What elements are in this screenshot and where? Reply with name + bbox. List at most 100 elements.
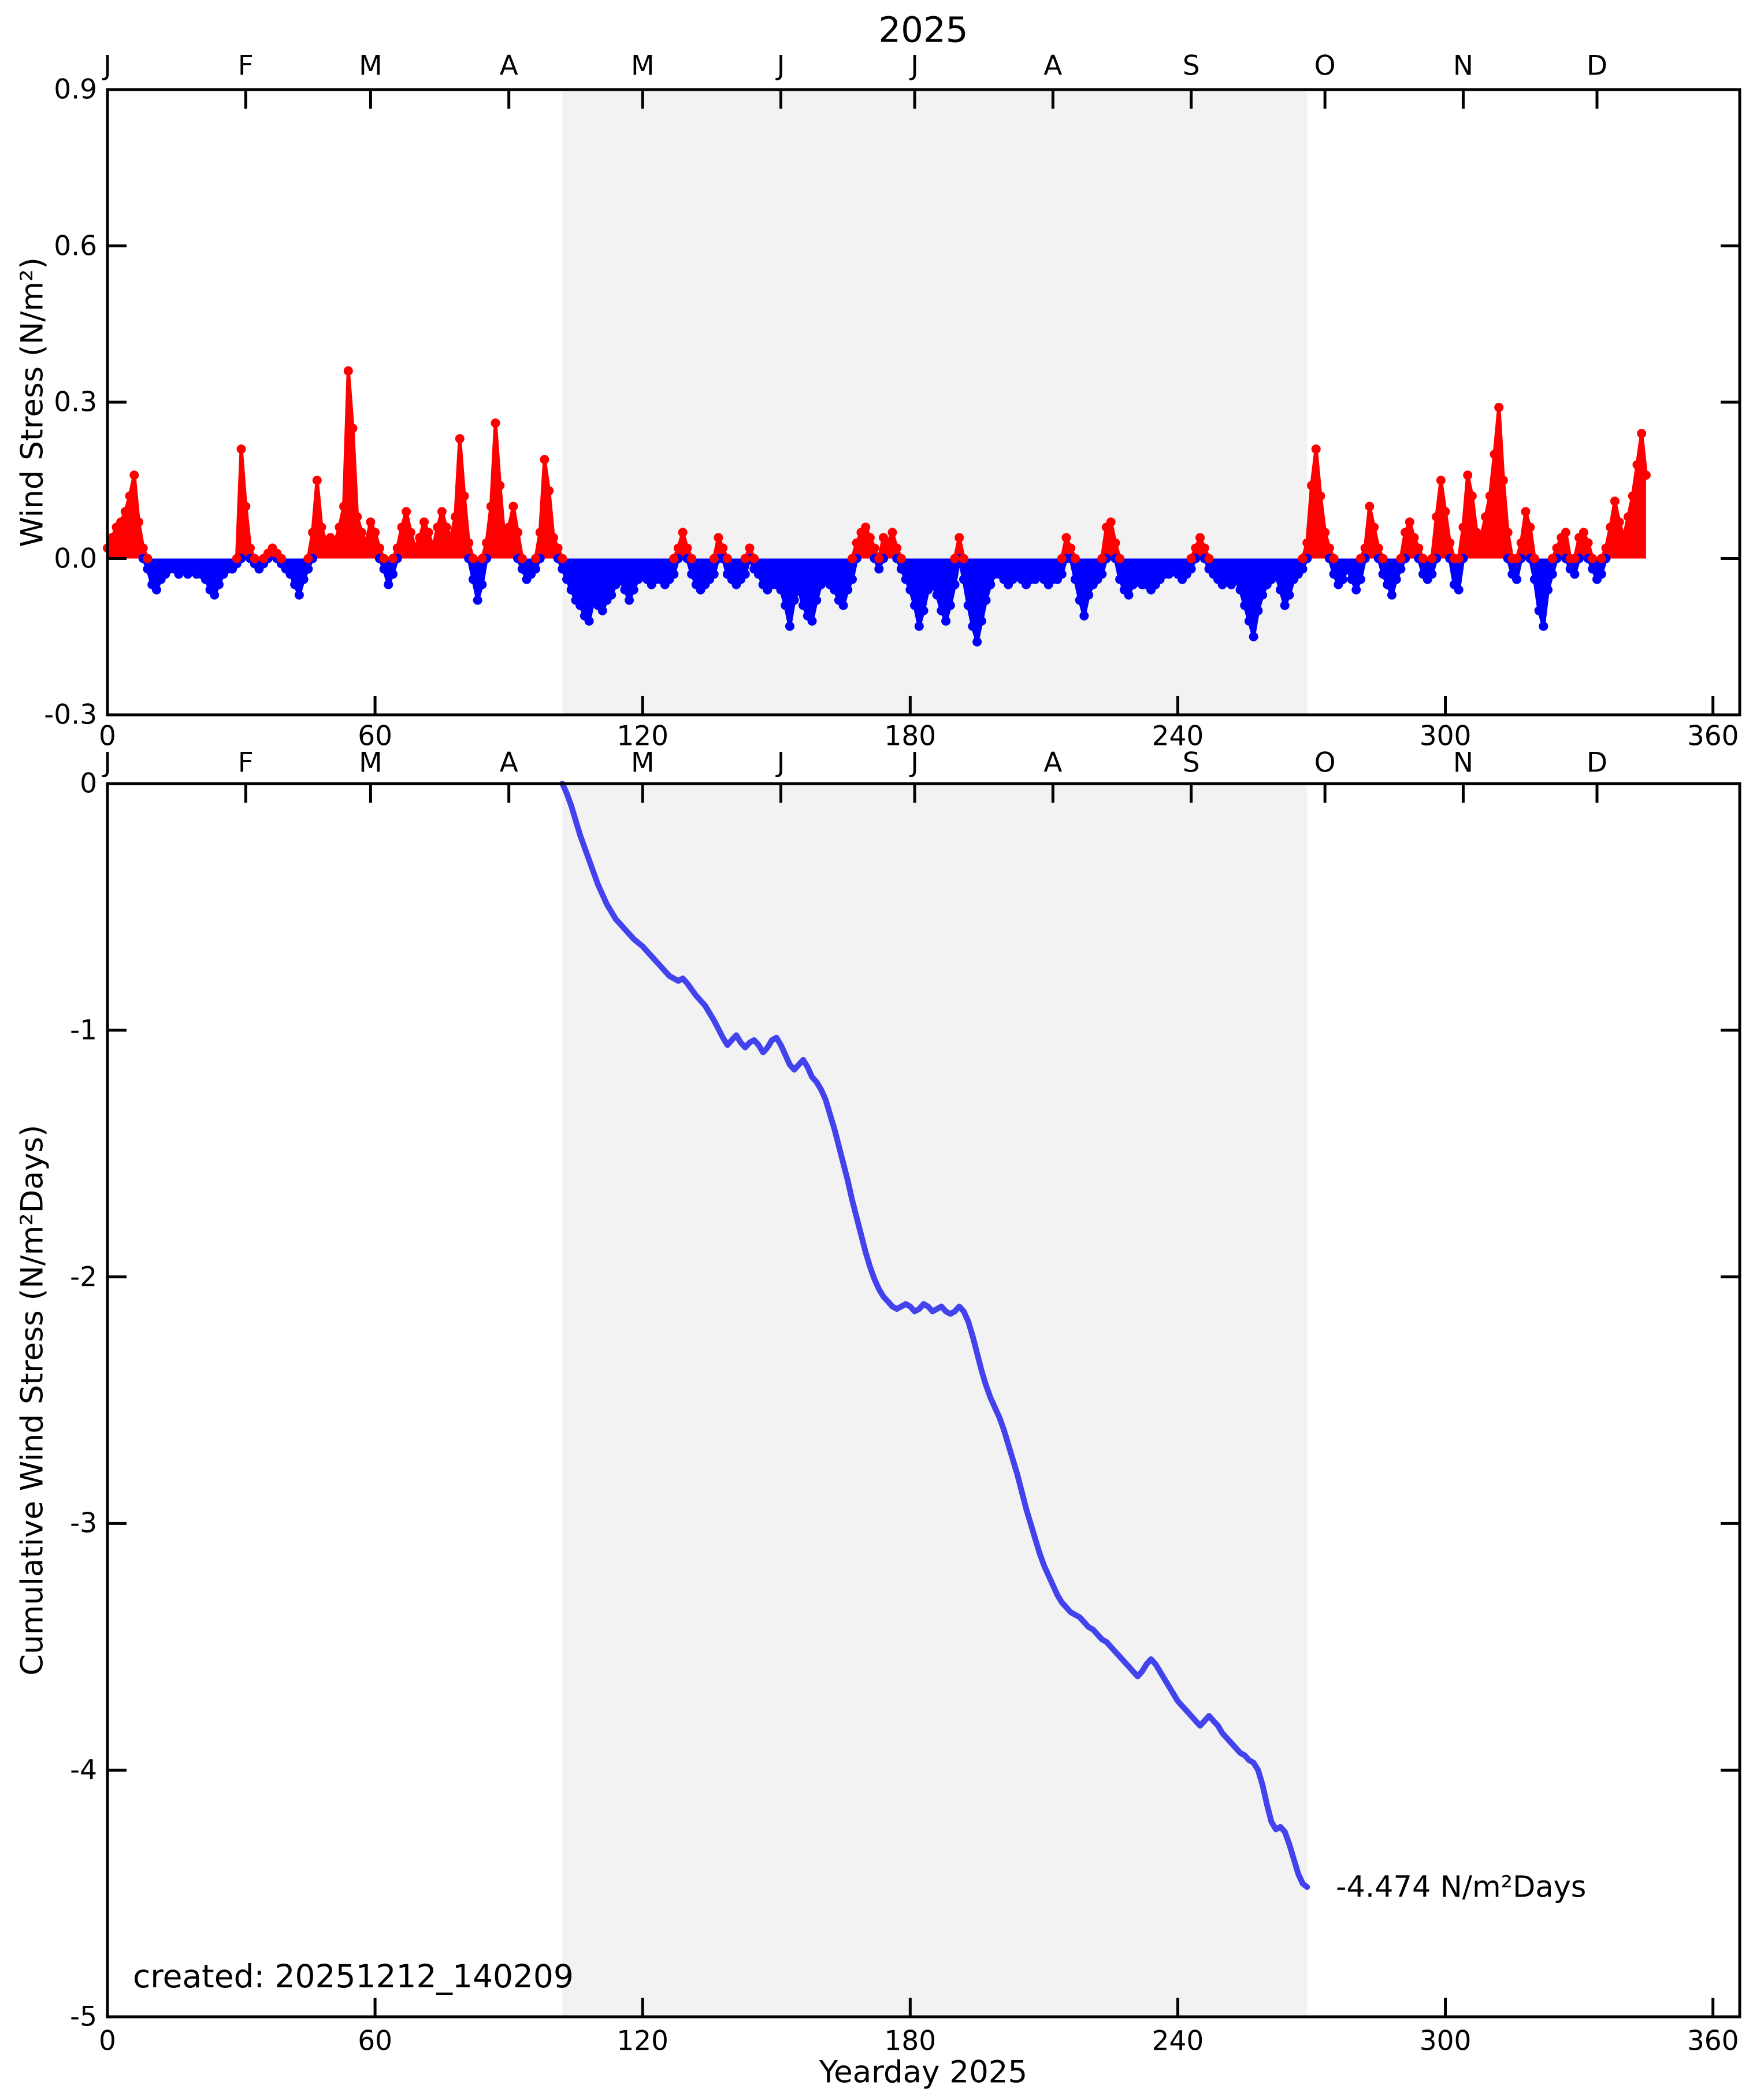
wind-positive-marker bbox=[669, 554, 679, 563]
xtick-label-bottom-panel: 120 bbox=[616, 2025, 669, 2057]
wind-positive-marker bbox=[1445, 538, 1455, 548]
wind-positive-marker bbox=[441, 522, 451, 532]
wind-negative-marker bbox=[299, 574, 309, 584]
wind-positive-marker bbox=[477, 554, 487, 563]
wind-negative-marker bbox=[1529, 574, 1539, 584]
wind-negative-marker bbox=[575, 600, 585, 610]
wind-positive-marker bbox=[1378, 554, 1388, 563]
wind-positive-marker bbox=[406, 528, 415, 537]
wind-positive-marker bbox=[397, 522, 407, 532]
wind-positive-marker bbox=[482, 538, 492, 548]
ytick-label-wind-stress: 0.9 bbox=[54, 73, 97, 106]
wind-positive-marker bbox=[1485, 491, 1495, 501]
wind-negative-marker bbox=[1534, 606, 1544, 615]
wind-positive-marker bbox=[553, 543, 563, 553]
wind-negative-marker bbox=[625, 595, 634, 605]
wind-positive-marker bbox=[1302, 538, 1312, 548]
ytick-label-wind-stress: 0.3 bbox=[54, 386, 97, 418]
wind-negative-marker bbox=[151, 585, 161, 595]
xtick-label-bottom-panel: 360 bbox=[1687, 2025, 1739, 2057]
wind-positive-marker bbox=[116, 517, 126, 527]
wind-positive-marker bbox=[1596, 554, 1606, 563]
month-label-bottom-panel: J bbox=[103, 747, 112, 779]
wind-positive-marker bbox=[513, 528, 523, 537]
wind-negative-marker bbox=[1115, 574, 1125, 584]
ytick-label-wind-stress: -0.3 bbox=[44, 699, 97, 731]
wind-positive-marker bbox=[874, 554, 884, 563]
shaded-season-band bbox=[562, 90, 1308, 715]
wind-positive-marker bbox=[1516, 538, 1526, 548]
wind-positive-marker bbox=[1481, 512, 1491, 522]
wind-positive-marker bbox=[1111, 538, 1120, 548]
wind-negative-marker bbox=[910, 600, 920, 610]
wind-positive-marker bbox=[1454, 554, 1464, 563]
wind-negative-marker bbox=[798, 600, 808, 610]
wind-negative-marker bbox=[379, 564, 389, 574]
xtick-label-top-panel: 120 bbox=[616, 720, 669, 752]
wind-negative-marker bbox=[1378, 569, 1388, 579]
wind-positive-marker bbox=[1360, 543, 1370, 553]
wind-negative-marker bbox=[1539, 621, 1548, 631]
wind-negative-marker bbox=[517, 564, 527, 574]
wind-positive-marker bbox=[1401, 528, 1410, 537]
wind-positive-marker bbox=[1494, 403, 1504, 413]
wind-positive-marker bbox=[1570, 554, 1580, 563]
wind-negative-marker bbox=[1355, 574, 1365, 584]
xtick-label-top-panel: 300 bbox=[1419, 720, 1472, 752]
wind-negative-marker bbox=[1253, 606, 1263, 615]
month-label-bottom-panel: J bbox=[777, 747, 785, 779]
wind-positive-marker bbox=[143, 554, 153, 563]
wind-negative-marker bbox=[919, 606, 929, 615]
month-label-bottom-panel: N bbox=[1453, 747, 1474, 779]
wind-positive-fill bbox=[107, 370, 1646, 559]
wind-negative-marker bbox=[1512, 574, 1522, 584]
wind-negative-marker bbox=[794, 585, 804, 595]
wind-negative-marker bbox=[776, 585, 786, 595]
wind-positive-marker bbox=[370, 528, 380, 537]
wind-negative-marker bbox=[785, 621, 794, 631]
wind-positive-marker bbox=[486, 502, 496, 511]
wind-stress-y-axis-label: Wind Stress (N/m²) bbox=[14, 257, 50, 547]
wind-positive-marker bbox=[330, 538, 340, 548]
wind-positive-marker bbox=[1503, 528, 1513, 537]
wind-negative-marker bbox=[1124, 590, 1134, 600]
wind-positive-marker bbox=[687, 554, 697, 563]
wind-positive-marker bbox=[1641, 470, 1651, 480]
wind-negative-marker bbox=[530, 564, 540, 574]
wind-positive-marker bbox=[1561, 528, 1570, 537]
month-label-bottom-panel: A bbox=[1043, 747, 1063, 779]
wind-negative-marker bbox=[1543, 585, 1553, 595]
wind-positive-marker bbox=[1458, 522, 1468, 532]
wind-positive-marker bbox=[495, 481, 505, 491]
wind-negative-marker bbox=[1097, 569, 1107, 579]
wind-positive-marker bbox=[1588, 554, 1598, 563]
wind-negative-marker bbox=[1258, 590, 1268, 600]
wind-positive-marker bbox=[1409, 533, 1419, 543]
created-timestamp-text: created: 20251212_140209 bbox=[133, 1958, 574, 1995]
wind-positive-marker bbox=[134, 517, 144, 527]
wind-positive-marker bbox=[530, 554, 540, 563]
wind-positive-marker bbox=[1512, 554, 1522, 563]
wind-positive-marker bbox=[673, 543, 683, 553]
cumulative-end-annotation: -4.474 N/m²Days bbox=[1336, 1870, 1587, 1905]
month-label-top-panel: O bbox=[1314, 50, 1336, 82]
wind-negative-marker bbox=[566, 585, 576, 595]
ytick-label-wind-stress: 0.6 bbox=[54, 230, 97, 262]
wind-positive-marker bbox=[870, 543, 879, 553]
wind-negative-marker bbox=[709, 569, 719, 579]
wind-positive-marker bbox=[379, 554, 389, 563]
xtick-label-top-panel: 240 bbox=[1152, 720, 1204, 752]
wind-negative-marker bbox=[927, 580, 937, 589]
month-label-bottom-panel: J bbox=[911, 747, 919, 779]
ytick-label-cumulative: -3 bbox=[70, 1507, 97, 1539]
wind-negative-marker bbox=[1271, 569, 1281, 579]
wind-positive-marker bbox=[428, 543, 438, 553]
wind-positive-marker bbox=[722, 554, 732, 563]
wind-negative-marker bbox=[1186, 564, 1196, 574]
wind-negative-marker bbox=[1235, 585, 1245, 595]
wind-positive-marker bbox=[745, 543, 755, 553]
wind-positive-marker bbox=[107, 533, 117, 543]
wind-positive-marker bbox=[865, 533, 875, 543]
wind-positive-marker bbox=[1579, 528, 1588, 537]
